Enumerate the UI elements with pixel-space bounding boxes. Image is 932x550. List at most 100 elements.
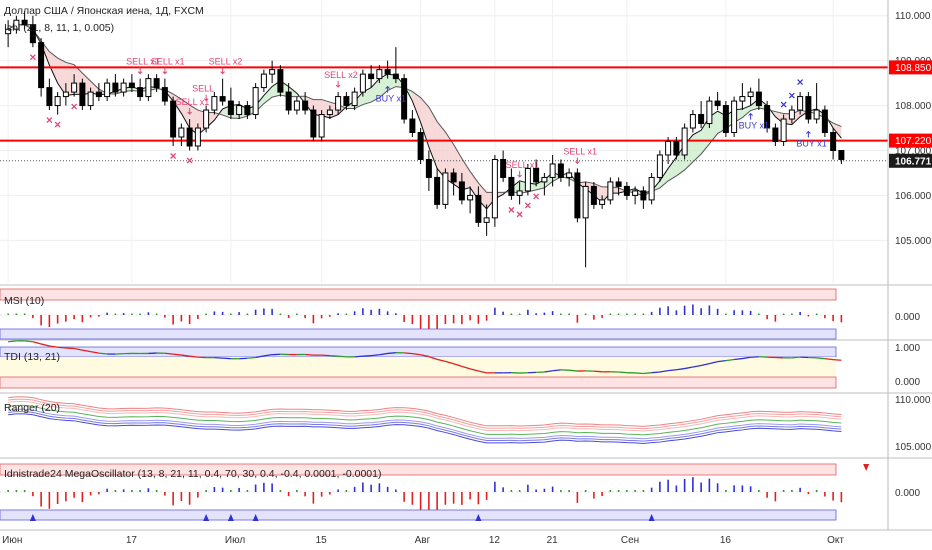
time-tick-label: 15 bbox=[316, 535, 328, 546]
tdi-line-segment bbox=[428, 355, 438, 360]
tdi-mid-band bbox=[0, 357, 836, 377]
cloud-segment bbox=[371, 78, 380, 103]
last-price-text: 106.771 bbox=[895, 156, 932, 167]
indicator-title: Ichi (21, 8, 11, 1, 0.005) bbox=[4, 22, 114, 34]
candle bbox=[788, 105, 795, 124]
tdi-line-segment bbox=[404, 352, 413, 355]
cloud-segment bbox=[659, 168, 669, 188]
tdi-line-segment bbox=[164, 352, 174, 355]
candle bbox=[830, 128, 837, 160]
tdi-line-segment bbox=[181, 354, 190, 357]
candle bbox=[607, 177, 614, 205]
candle bbox=[13, 15, 20, 34]
cross-marker-icon bbox=[46, 117, 53, 124]
candle bbox=[153, 74, 160, 93]
candle bbox=[236, 101, 243, 120]
mega-title: Idnistrade24 MegaOscillator (13, 8, 21, … bbox=[4, 468, 381, 480]
candle-body bbox=[508, 176, 515, 196]
tdi-line-segment bbox=[73, 347, 83, 351]
candle bbox=[145, 74, 152, 102]
candle bbox=[590, 181, 597, 209]
candle bbox=[648, 172, 655, 205]
tdi-line-segment bbox=[436, 358, 446, 362]
candle-body bbox=[590, 185, 597, 205]
candle-body bbox=[120, 82, 127, 93]
candle bbox=[549, 154, 556, 187]
tdi-line-segment bbox=[569, 369, 578, 372]
sell-arrow-icon bbox=[203, 94, 209, 102]
sell-triangle-icon bbox=[863, 464, 870, 471]
candle-body bbox=[450, 172, 457, 183]
candle-body bbox=[805, 96, 812, 120]
candle bbox=[252, 83, 259, 120]
tdi-line-segment bbox=[412, 352, 421, 356]
candle bbox=[640, 186, 647, 209]
cloud-segment bbox=[445, 132, 454, 185]
candle-body bbox=[376, 69, 383, 80]
tdi-line-segment bbox=[8, 340, 17, 343]
mega-upper-band bbox=[0, 463, 837, 476]
tdi-line-segment bbox=[453, 363, 463, 367]
candle-body bbox=[442, 172, 449, 205]
candle-body bbox=[434, 176, 441, 205]
candle-body bbox=[747, 91, 754, 98]
price-tick-label: 106.000 bbox=[895, 191, 932, 202]
sell-signal-label: SELL x2 bbox=[209, 57, 243, 67]
time-tick-label: Сен bbox=[621, 535, 639, 546]
candle bbox=[500, 150, 507, 182]
candle bbox=[120, 78, 127, 97]
candle bbox=[533, 159, 540, 187]
candle-body bbox=[615, 181, 622, 187]
tdi-line-segment bbox=[24, 340, 33, 343]
candle-body bbox=[838, 149, 845, 160]
candle-body bbox=[632, 190, 639, 196]
cloud-segment bbox=[181, 99, 190, 129]
cross-marker-icon bbox=[797, 79, 804, 86]
tdi-line-segment bbox=[833, 358, 842, 361]
buy-triangle-icon bbox=[475, 514, 482, 521]
candle bbox=[409, 110, 416, 138]
buy-arrow-icon bbox=[748, 112, 753, 120]
candle-body bbox=[351, 91, 358, 107]
candle-body bbox=[46, 87, 53, 107]
msi-pane[interactable] bbox=[0, 288, 843, 340]
tdi-line-segment bbox=[734, 357, 743, 361]
tdi-line-segment bbox=[676, 367, 685, 371]
candle bbox=[524, 163, 531, 196]
candle bbox=[458, 172, 465, 205]
ranger-pane[interactable] bbox=[8, 396, 842, 444]
ichimoku-cloud bbox=[7, 24, 842, 210]
candle bbox=[731, 96, 738, 138]
candle bbox=[714, 92, 721, 111]
tdi-line-segment bbox=[618, 371, 627, 374]
mega-lower-band bbox=[0, 509, 837, 521]
candle-body bbox=[170, 100, 177, 138]
candle bbox=[442, 168, 449, 209]
tdi-line-segment bbox=[49, 345, 58, 348]
tdi-line-segment bbox=[700, 362, 710, 367]
candle-body bbox=[401, 78, 408, 120]
buy-arrow-icon bbox=[806, 130, 811, 138]
tdi-pane[interactable] bbox=[0, 340, 842, 389]
candle bbox=[178, 123, 185, 146]
candle bbox=[343, 92, 350, 111]
ranger-band-line bbox=[8, 401, 842, 432]
price-axis[interactable]: 110.000109.000108.000107.000106.000105.0… bbox=[0, 0, 932, 531]
candle bbox=[260, 69, 267, 93]
cloud-segment bbox=[470, 171, 479, 200]
sell-signal-label: SELL x1 bbox=[126, 57, 160, 67]
candle bbox=[244, 101, 251, 120]
candle-body bbox=[71, 82, 78, 93]
mega-oscillator-pane[interactable] bbox=[0, 463, 870, 521]
candle bbox=[623, 181, 630, 200]
candle bbox=[599, 195, 606, 209]
candle bbox=[54, 92, 61, 115]
candle bbox=[401, 74, 408, 124]
time-axis[interactable]: Июн 17 Июл 15 Авг 12 21 Сен 16 Окт bbox=[2, 535, 844, 546]
tdi-line-segment bbox=[82, 349, 91, 353]
horizontal-levels[interactable] bbox=[0, 66, 888, 162]
candle-body bbox=[343, 96, 350, 107]
candle bbox=[516, 181, 523, 205]
